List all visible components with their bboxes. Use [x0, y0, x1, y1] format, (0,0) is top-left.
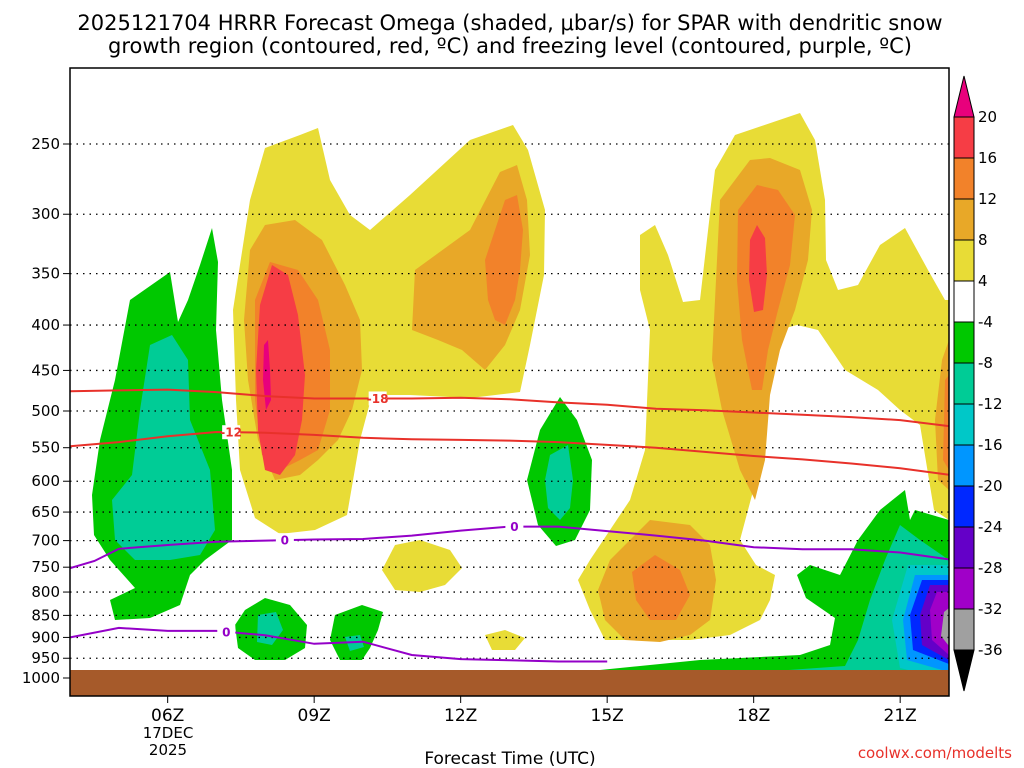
colorbar-bin-10 — [953, 485, 975, 528]
colorbar-bin-12 — [953, 567, 975, 610]
omega-sinking-region-2 — [382, 540, 462, 592]
y-axis: 250 300 350 400 450 500 550 600 650 700 750 800 850 9… — [22, 135, 70, 687]
x-tick-label-12: 12Z — [444, 706, 477, 726]
y-tick-label-950: 950 — [31, 649, 60, 667]
colorbar-label-4: 4 — [978, 272, 988, 290]
colorbar-label-7: -12 — [978, 395, 1003, 413]
x-tick-label-15: 15Z — [591, 706, 624, 726]
colorbar-bin-2 — [953, 157, 975, 200]
omega-sinking-severe-2 — [749, 225, 767, 312]
omega-rising-core-left — [112, 335, 215, 560]
colorbar-top-arrow — [953, 75, 975, 118]
omega-sinking-strong-2 — [485, 195, 523, 325]
contour-line-2 — [70, 525, 949, 570]
contour-label-bg-1-0 — [222, 425, 241, 440]
temperature-contours: -18 -12 0 0 0 — [70, 388, 949, 663]
date-label-year: 2025 — [149, 741, 187, 759]
colorbar-bin-3 — [953, 198, 975, 241]
omega-rising-strong-6 — [941, 608, 949, 646]
colorbar-label-8: -16 — [978, 436, 1003, 454]
colorbar-label-13: -36 — [978, 641, 1003, 659]
terrain-band — [70, 670, 949, 696]
contour-label-bg-0-0 — [368, 391, 387, 406]
colorbar-label-5: -4 — [978, 313, 993, 331]
y-tick-label-800: 800 — [31, 583, 60, 601]
colorbar-label-9: -20 — [978, 477, 1003, 495]
x-axis: 06Z 09Z 12Z 15Z 18Z 21Z — [151, 696, 917, 726]
colorbar-bin-6 — [953, 321, 975, 364]
colorbar-label-0: 20 — [978, 108, 997, 126]
colorbar-bin-13 — [953, 608, 975, 651]
y-tick-label-300: 300 — [31, 205, 60, 223]
omega-sinking-strong-4 — [632, 555, 690, 620]
plot-frame — [69, 67, 950, 697]
colorbar-bin-5 — [953, 280, 975, 323]
colorbar-label-10: -24 — [978, 518, 1003, 536]
x-tick-label-9: 09Z — [298, 706, 331, 726]
omega-rising-core-right — [680, 525, 949, 696]
y-tick-label-400: 400 — [31, 316, 60, 334]
colorbar-label-11: -28 — [978, 559, 1003, 577]
y-tick-label-650: 650 — [31, 503, 60, 521]
colorbar-label-6: -8 — [978, 354, 993, 372]
omega-sinking-strong-3 — [737, 185, 795, 390]
colorbar-label-2: 12 — [978, 190, 997, 208]
y-tick-label-500: 500 — [31, 402, 60, 420]
y-tick-label-900: 900 — [31, 628, 60, 646]
colorbar: 20 16 12 8 4 -4 -8 -12 -16 -20 -24 -28 -32 -36 — [953, 75, 1003, 692]
x-axis-title: Forecast Time (UTC) — [424, 749, 595, 768]
y-tick-label-450: 450 — [31, 361, 60, 379]
colorbar-bin-7 — [953, 362, 975, 405]
omega-sinking-right-edge-core — [943, 375, 949, 470]
omega-sinking-extreme-1 — [263, 340, 271, 410]
contour-label-bg-3-0 — [217, 624, 236, 639]
contour-line-3 — [70, 626, 608, 663]
contour-label-2-1: 0 — [510, 520, 518, 534]
chart-title-line-1: 2025121704 HRRR Forecast Omega (shaded, … — [77, 11, 942, 35]
colorbar-bin-11 — [953, 526, 975, 569]
colorbar-label-12: -32 — [978, 600, 1003, 618]
omega-sinking-severe-1 — [256, 265, 305, 475]
contour-label-2-0: 0 — [281, 534, 289, 548]
y-tick-label-850: 850 — [31, 606, 60, 624]
x-tick-label-6: 06Z — [151, 706, 184, 726]
contour-label-1-0: -12 — [220, 426, 242, 440]
omega-sinking-region-3 — [485, 630, 525, 650]
credit-label: coolwx.com/modelts — [858, 744, 1012, 762]
y-tick-label-550: 550 — [31, 439, 60, 457]
colorbar-label-3: 8 — [978, 231, 988, 249]
y-tick-label-1000: 1000 — [22, 669, 60, 687]
y-tick-label-600: 600 — [31, 472, 60, 490]
contour-label-0-0: -18 — [367, 392, 389, 406]
y-tick-label-350: 350 — [31, 265, 60, 283]
contour-label-3-0: 0 — [222, 625, 230, 639]
y-tick-label-250: 250 — [31, 135, 60, 153]
contour-line-0 — [70, 388, 949, 428]
date-label-day: 17DEC — [143, 724, 194, 742]
colorbar-bin-9 — [953, 444, 975, 487]
colorbar-label-1: 16 — [978, 149, 997, 167]
colorbar-bin-1 — [953, 116, 975, 159]
omega-sinking-region-4 — [578, 113, 949, 640]
colorbar-bin-8 — [953, 403, 975, 446]
colorbar-bottom-arrow — [953, 649, 975, 692]
contour-label-bg-2-1 — [505, 519, 524, 534]
contour-label-bg-2-0 — [275, 533, 294, 548]
y-tick-label-750: 750 — [31, 558, 60, 576]
chart-title-line-2: growth region (contoured, red, ºC) and f… — [108, 34, 912, 58]
x-tick-label-21: 21Z — [884, 706, 917, 726]
contour-line-1 — [70, 430, 949, 476]
omega-shading — [92, 113, 949, 696]
y-tick-label-700: 700 — [31, 532, 60, 550]
omega-rising-blob-b — [330, 605, 383, 660]
x-tick-label-18: 18Z — [737, 706, 770, 726]
colorbar-bin-4 — [953, 239, 975, 282]
omega-rising-core-mid — [545, 445, 573, 520]
